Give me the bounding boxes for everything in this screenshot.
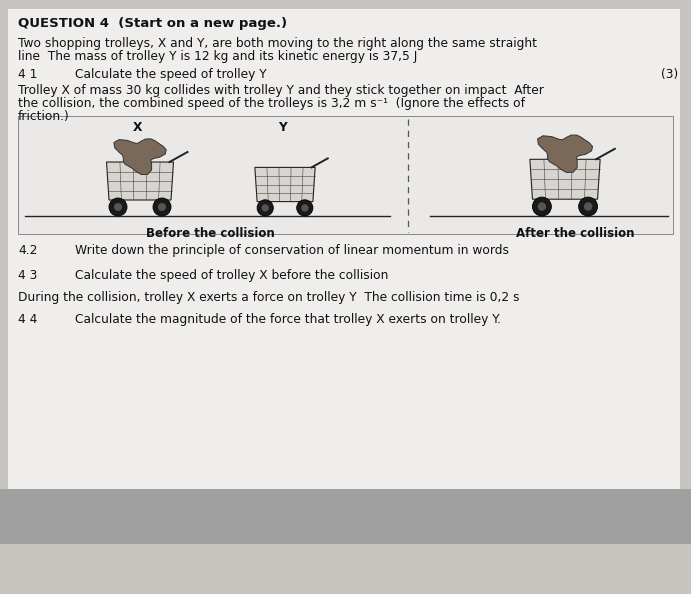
Text: During the collision, trolley X exerts a force on trolley Y  The collision time : During the collision, trolley X exerts a… <box>18 291 520 304</box>
Text: Calculate the speed of trolley Y: Calculate the speed of trolley Y <box>75 68 267 81</box>
Text: Trolley X of mass 30 kg collides with trolley Y and they stick together on impac: Trolley X of mass 30 kg collides with tr… <box>18 84 544 97</box>
Circle shape <box>158 203 166 211</box>
Text: 4.2: 4.2 <box>18 244 37 257</box>
Polygon shape <box>106 162 173 200</box>
Circle shape <box>114 203 122 211</box>
Circle shape <box>109 198 127 216</box>
Polygon shape <box>114 139 167 175</box>
Text: (3): (3) <box>661 68 678 81</box>
Text: line  The mass of trolley Y is 12 kg and its kinetic energy is 37,5 J: line The mass of trolley Y is 12 kg and … <box>18 50 417 63</box>
Circle shape <box>533 197 551 216</box>
Polygon shape <box>255 168 315 201</box>
Text: After the collision: After the collision <box>515 227 634 240</box>
Circle shape <box>578 197 598 216</box>
Circle shape <box>584 203 592 211</box>
Text: 4 1: 4 1 <box>18 68 37 81</box>
Circle shape <box>296 200 313 216</box>
FancyBboxPatch shape <box>0 489 691 544</box>
Text: Calculate the speed of trolley X before the collision: Calculate the speed of trolley X before … <box>75 269 388 282</box>
Text: Calculate the magnitude of the force that trolley X exerts on trolley Y.: Calculate the magnitude of the force tha… <box>75 313 501 326</box>
FancyBboxPatch shape <box>18 116 673 234</box>
Text: Before the collision: Before the collision <box>146 227 274 240</box>
Text: 4 3: 4 3 <box>18 269 37 282</box>
Text: QUESTION 4  (Start on a new page.): QUESTION 4 (Start on a new page.) <box>18 17 287 30</box>
Circle shape <box>301 204 308 211</box>
Polygon shape <box>530 159 600 199</box>
Polygon shape <box>538 135 593 172</box>
Text: the collision, the combined speed of the trolleys is 3,2 m s⁻¹  (Ignore the effe: the collision, the combined speed of the… <box>18 97 525 110</box>
Circle shape <box>262 204 269 211</box>
Circle shape <box>257 200 274 216</box>
FancyBboxPatch shape <box>8 9 680 544</box>
Text: friction.): friction.) <box>18 110 70 123</box>
Circle shape <box>153 198 171 216</box>
Text: X: X <box>133 121 142 134</box>
Circle shape <box>538 203 546 211</box>
Text: Write down the principle of conservation of linear momentum in words: Write down the principle of conservation… <box>75 244 509 257</box>
Text: Two shopping trolleys, X and Y, are both moving to the right along the same stra: Two shopping trolleys, X and Y, are both… <box>18 37 537 50</box>
Text: 4 4: 4 4 <box>18 313 37 326</box>
Text: Y: Y <box>278 121 287 134</box>
